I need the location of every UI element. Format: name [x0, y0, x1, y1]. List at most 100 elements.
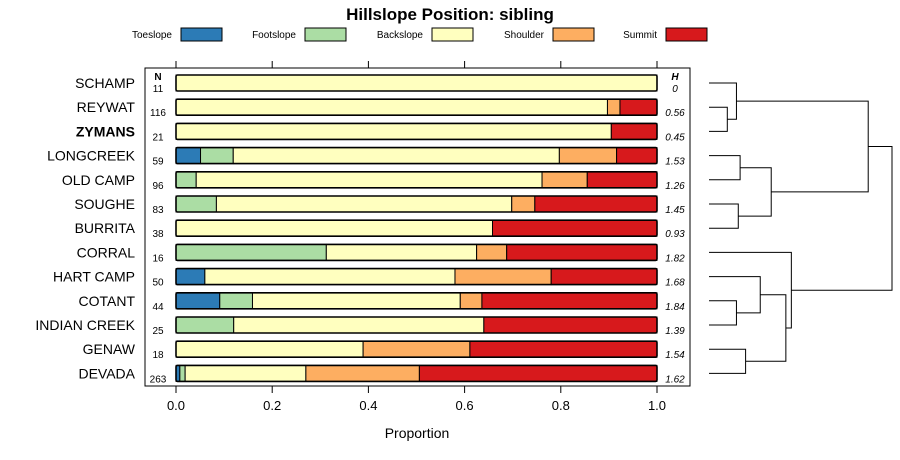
h-value: 1.62: [665, 374, 685, 385]
bar-segment-backslope: [175, 74, 658, 92]
category-label: SOUGHE: [74, 196, 135, 212]
bar-segment-footslope: [175, 316, 235, 334]
bar-outline: [175, 364, 658, 383]
n-value: 96: [152, 181, 164, 192]
chart-title: Hillslope Position: sibling: [346, 5, 554, 24]
h-value: 1.68: [665, 278, 685, 289]
bar-outline: [175, 316, 658, 334]
bar-outline: [175, 74, 658, 92]
bar-segment-backslope: [325, 243, 478, 261]
bar-row-reywat: REYWAT 116 0.56: [77, 98, 685, 119]
legend-label-summit: Summit: [623, 30, 657, 41]
plot-frame: [144, 67, 691, 387]
bar-outline: [175, 340, 658, 359]
h-value: 1.45: [665, 205, 685, 216]
bar-segment-footslope: [219, 292, 253, 310]
bar-segment-shoulder: [606, 98, 621, 116]
legend-swatch-toeslope: [180, 27, 223, 42]
n-value: 11: [153, 84, 164, 95]
n-header: N: [154, 72, 161, 83]
category-label: CORRAL: [77, 244, 136, 260]
bar-row-devada: DEVADA 263 1.62: [78, 364, 685, 385]
legend-swatch-shoulder: [552, 27, 595, 42]
x-tick-label: 1.0: [648, 398, 666, 413]
category-label: INDIAN CREEK: [35, 317, 135, 333]
bar-segment-shoulder: [541, 171, 588, 189]
bar-outline: [175, 98, 658, 116]
bar-segment-summit: [550, 268, 658, 286]
bar-segment-summit: [610, 122, 658, 140]
h-value: 1.26: [665, 181, 685, 192]
legend: Toeslope Footslope Backslope Shoulder Summit: [132, 27, 708, 42]
category-label: SCHAMP: [75, 75, 135, 91]
x-axis-title: Proportion: [385, 425, 450, 441]
category-label: DEVADA: [78, 365, 135, 381]
bar-row-burrita: BURRITA 38 0.93: [75, 219, 685, 240]
n-value: 25: [152, 326, 164, 337]
bar-outline: [175, 291, 658, 310]
category-label: LONGCREEK: [47, 148, 136, 164]
x-tick-label: 0.8: [552, 398, 570, 413]
n-value: 116: [150, 108, 166, 119]
bar-outline: [175, 171, 658, 189]
dendrogram-branch: [709, 106, 728, 132]
dendrogram-branch: [709, 300, 737, 326]
bar-segment-backslope: [175, 219, 493, 237]
bar-segment-shoulder: [459, 292, 483, 310]
dendrogram-branch: [709, 155, 741, 181]
legend-swatch-backslope: [431, 27, 474, 42]
dendrogram-branch: [738, 167, 772, 217]
bar-row-corral: CORRAL 16 1.82: [77, 243, 685, 264]
bar-segment-footslope: [175, 195, 217, 213]
bar-segment-footslope: [175, 171, 197, 189]
n-value: 59: [152, 157, 164, 168]
bar-segment-backslope: [184, 364, 307, 382]
h-value: 1.39: [665, 326, 685, 337]
bar-segment-summit: [534, 195, 658, 213]
h-value: 0.56: [665, 108, 685, 119]
bar-row-schamp: SCHAMP 11 0: [75, 74, 678, 95]
bar-row-zymans: ZYMANS 21 0.45: [76, 122, 685, 143]
bar-row-longcreek: LONGCREEK 59 1.53: [47, 146, 685, 168]
bar-row-hart-camp: HART CAMP 50 1.68: [53, 267, 685, 289]
bar-segment-summit: [481, 292, 658, 310]
bar-outline: [175, 219, 658, 237]
x-tick-label: 0.0: [167, 398, 185, 413]
bar-segment-summit: [483, 316, 658, 334]
category-label: GENAW: [83, 341, 136, 357]
legend-label-toeslope: Toeslope: [132, 30, 172, 41]
legend-swatch-summit: [665, 27, 708, 42]
bar-segment-summit: [616, 147, 658, 165]
x-axis: 0.0 0.2 0.4 0.6 0.8 1.0: [167, 61, 666, 413]
bar-outline: [175, 195, 658, 213]
bar-outline: [175, 122, 658, 141]
category-label: COTANT: [78, 293, 135, 309]
h-value: 1.54: [665, 350, 685, 361]
n-value: 44: [152, 302, 164, 313]
bar-segment-toeslope: [175, 147, 202, 165]
legend-label-backslope: Backslope: [377, 30, 424, 41]
bar-segment-backslope: [232, 147, 560, 165]
bar-segment-summit: [506, 243, 658, 261]
n-value: 263: [150, 374, 167, 385]
bar-segment-toeslope: [175, 292, 221, 310]
bar-row-cotant: COTANT 44 1.84: [78, 291, 685, 313]
bar-segment-backslope: [233, 316, 485, 334]
bar-segment-shoulder: [362, 340, 471, 358]
legend-label-footslope: Footslope: [252, 30, 296, 41]
n-value: 50: [152, 278, 164, 289]
x-tick-label: 0.4: [359, 398, 377, 413]
h-value: 1.84: [665, 302, 685, 313]
dendrogram-branch: [709, 251, 792, 329]
h-value: 1.53: [665, 157, 685, 168]
bar-segment-shoulder: [511, 195, 536, 213]
dendrogram-branch: [709, 348, 747, 374]
category-label: REYWAT: [77, 99, 136, 115]
dendrogram-branch: [709, 82, 737, 120]
x-tick-label: 0.6: [456, 398, 474, 413]
bar-row-old-camp: OLD CAMP 96 1.26: [62, 171, 685, 192]
bar-row-soughe: SOUGHE 83 1.45: [74, 195, 685, 216]
h-header: H: [671, 72, 679, 83]
bar-outline: [175, 267, 658, 286]
category-label: BURRITA: [75, 220, 136, 236]
